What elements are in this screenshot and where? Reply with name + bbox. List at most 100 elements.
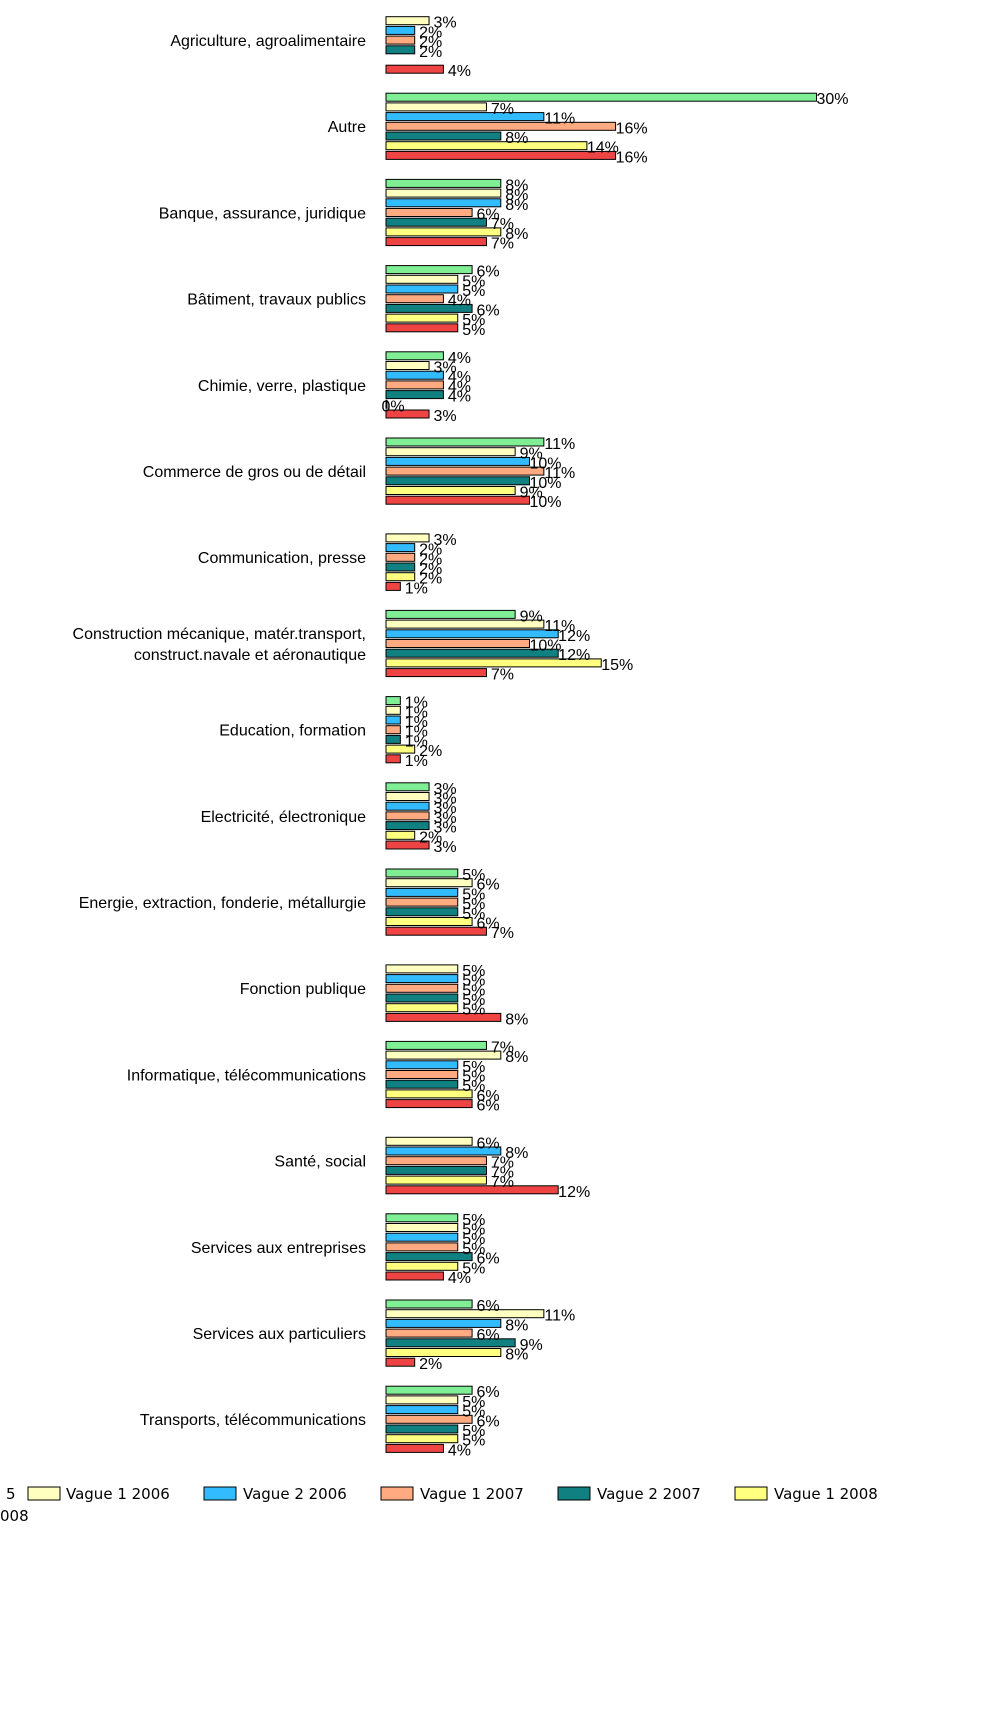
value-label: 7% (491, 1164, 514, 1181)
value-label: 3% (433, 408, 456, 425)
value-label: 7% (491, 101, 514, 118)
bar (385, 361, 430, 370)
bar (385, 629, 559, 639)
value-label: 5% (462, 1222, 485, 1239)
legend-label: Vague 2 2006 (243, 1485, 347, 1503)
bar (385, 1299, 473, 1309)
category-label: Energie, extraction, fonderie, métallurg… (79, 895, 366, 912)
value-label: 5% (462, 1212, 485, 1229)
value-label: 2% (419, 44, 442, 61)
value-label: 4% (448, 1442, 471, 1459)
bar (385, 16, 430, 26)
category-label: Fonction publique (240, 981, 366, 998)
value-label: 11% (544, 436, 575, 453)
category-label: construct.navale et aéronautique (134, 647, 366, 664)
value-label: 6% (477, 1251, 500, 1268)
legend-swatch (380, 1486, 414, 1501)
bar (385, 121, 617, 131)
bar (385, 1348, 502, 1357)
value-label: 1% (405, 733, 428, 750)
bar (385, 792, 430, 801)
bar (385, 1050, 502, 1060)
bar (385, 351, 444, 361)
value-label: 9% (520, 446, 543, 463)
bar (385, 1213, 459, 1223)
value-label: 5% (462, 1078, 485, 1095)
bar (385, 495, 530, 505)
bar (385, 715, 401, 725)
bar (385, 917, 473, 926)
bar (385, 323, 459, 333)
bar (385, 1060, 459, 1070)
value-label: 3% (433, 781, 456, 798)
bar (385, 1099, 473, 1109)
bar (385, 188, 502, 198)
value-label: 2% (419, 829, 442, 846)
bar (385, 725, 401, 735)
value-label: 2% (419, 1356, 442, 1373)
bar (385, 102, 487, 112)
bar (385, 141, 588, 151)
bar (385, 1309, 545, 1319)
value-label: 5% (462, 906, 485, 923)
value-label: 7% (491, 925, 514, 942)
value-label: 5% (462, 1241, 485, 1258)
bar (385, 668, 487, 678)
value-label: 8% (505, 130, 528, 147)
value-label: 16% (616, 149, 648, 166)
bar (385, 801, 430, 811)
value-label: 1% (405, 753, 428, 770)
legend-swatch (203, 1486, 237, 1501)
bar (385, 609, 516, 619)
bar (385, 92, 817, 102)
bar (385, 696, 401, 706)
category-label: Agriculture, agroalimentaire (170, 33, 366, 50)
bar (385, 1385, 473, 1395)
value-label: 9% (520, 608, 543, 625)
value-label: 11% (544, 618, 575, 635)
value-label: 7% (491, 216, 514, 233)
value-label: 10% (529, 455, 561, 472)
bar (385, 1136, 473, 1146)
value-label: 8% (505, 1317, 528, 1334)
category-label: Construction mécanique, matér.transport, (73, 626, 366, 643)
value-label: 3% (433, 360, 456, 377)
bar (385, 1434, 459, 1444)
value-label: 5% (462, 982, 485, 999)
value-label: 1% (405, 580, 428, 597)
value-label: 14% (587, 140, 619, 157)
value-label: 3% (433, 800, 456, 817)
value-label: 4% (448, 350, 471, 367)
value-label: 5% (462, 867, 485, 884)
bar (385, 658, 602, 668)
value-label: 8% (505, 1347, 528, 1364)
legend-label: 008 (0, 1507, 29, 1525)
bar (385, 782, 430, 792)
value-label: 11% (544, 111, 575, 128)
value-label: 2% (419, 34, 442, 51)
bar (385, 974, 459, 984)
legend-label: Vague 1 2006 (66, 1485, 170, 1503)
value-labels-layer: 3%2%2%2%4%30%7%11%16%8%14%16%8%8%8%6%7%8… (381, 15, 848, 1460)
value-label: 5% (462, 1069, 485, 1086)
bar (385, 572, 416, 582)
bar (385, 1261, 459, 1271)
bar (385, 1338, 516, 1348)
value-label: 9% (520, 485, 543, 502)
value-label: 11% (544, 1308, 575, 1325)
bar (385, 887, 459, 897)
bar (385, 1252, 473, 1262)
value-label: 1% (405, 695, 428, 712)
bar (385, 1156, 487, 1166)
value-label: 8% (505, 1011, 528, 1028)
category-label: Services aux particuliers (193, 1326, 366, 1343)
bar (385, 447, 516, 457)
value-label: 4% (448, 369, 471, 386)
bar (385, 830, 416, 840)
category-label: Communication, presse (198, 550, 366, 567)
bar (385, 208, 473, 217)
value-label: 10% (529, 638, 561, 655)
value-label: 6% (477, 1384, 500, 1401)
value-label: 12% (558, 628, 590, 645)
bar (385, 926, 487, 936)
